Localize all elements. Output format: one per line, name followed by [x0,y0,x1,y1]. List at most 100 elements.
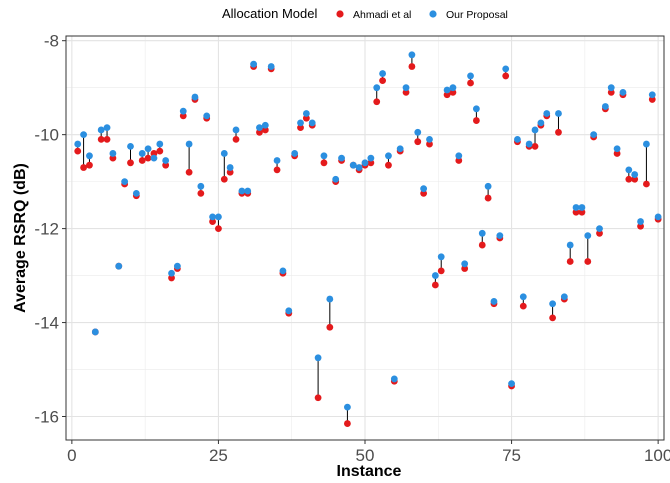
data-point-ahmadi [232,135,240,143]
data-point-ahmadi [97,135,105,143]
data-point-ahmadi [478,241,486,249]
data-point-our-proposal [555,110,562,117]
data-point-our-proposal [220,150,228,157]
data-point-ahmadi [584,258,592,265]
data-point-our-proposal [596,225,603,233]
data-point-our-proposal [132,189,140,197]
data-point-ahmadi [572,208,580,216]
data-point-our-proposal [109,150,117,157]
x-axis: 0 25 50 75 100 [67,440,670,465]
data-point-ahmadi [549,314,557,322]
data-point-our-proposal [625,166,633,174]
data-point-our-proposal [338,154,345,162]
data-point-our-proposal [578,204,586,211]
data-point-ahmadi [109,154,117,162]
y-tick-label: -14 [34,314,59,333]
data-point-our-proposal [519,293,527,301]
data-point-ahmadi [138,157,146,164]
y-tick-label: -12 [34,220,59,239]
data-point-our-proposal [455,152,463,160]
data-point-ahmadi [326,323,334,331]
data-point-our-proposal [203,112,211,120]
data-point-our-proposal [308,119,316,127]
data-point-ahmadi [320,159,328,167]
data-point-our-proposal [332,175,340,183]
data-point-our-proposal [490,298,498,305]
data-point-our-proposal [379,70,386,77]
data-point-our-proposal [250,60,258,68]
data-point-our-proposal [613,145,621,153]
data-point-our-proposal [344,403,351,411]
data-point-ahmadi [437,267,445,275]
data-point-ahmadi [443,91,451,99]
data-point-our-proposal [654,213,662,221]
data-point-our-proposal [537,119,545,127]
data-point-our-proposal [150,154,158,162]
data-point-our-proposal [173,262,181,270]
data-point-ahmadi [302,114,310,122]
data-point-our-proposal [484,182,492,190]
legend-label-our-proposal: Our Proposal [446,9,508,21]
data-point-our-proposal [232,126,240,134]
legend-marker-ahmadi [336,10,344,18]
data-point-ahmadi [261,126,269,134]
data-point-ahmadi [209,218,216,225]
data-point-our-proposal [508,380,515,388]
data-point-ahmadi [74,147,82,155]
data-point-our-proposal [502,65,510,73]
data-point-our-proposal [390,375,398,383]
data-point-our-proposal [191,93,199,101]
data-point-ahmadi [431,281,439,289]
data-point-ahmadi [467,79,474,87]
data-point-ahmadi [484,194,492,202]
data-point-ahmadi [613,150,621,157]
data-point-our-proposal [572,204,580,211]
data-point-our-proposal [121,178,129,186]
legend-label-ahmadi: Ahmadi et al [353,9,411,21]
data-point-our-proposal [619,88,627,96]
y-tick-label: -10 [34,126,59,145]
data-point-our-proposal [402,84,410,92]
data-point-our-proposal [584,232,592,240]
data-point-our-proposal [238,187,246,195]
data-point-ahmadi [426,140,433,148]
data-point-ahmadi [256,128,263,136]
x-axis-title: Instance [337,463,402,480]
data-point-ahmadi [197,189,205,197]
y-axis: -16 -14 -12 -10 -8 [34,32,66,427]
data-point-ahmadi [578,208,586,216]
data-point-our-proposal [373,84,381,92]
data-point-ahmadi [226,168,234,176]
data-point-ahmadi [596,229,603,237]
data-point-ahmadi [220,175,228,183]
data-point-our-proposal [648,91,656,99]
data-point-our-proposal [320,152,328,160]
data-point-our-proposal [314,354,322,362]
data-point-our-proposal [244,187,252,195]
data-point-ahmadi [566,258,574,265]
data-point-our-proposal [103,124,111,132]
legend-marker-our-proposal [429,10,437,18]
data-point-ahmadi [402,88,410,96]
data-point-ahmadi [555,128,562,136]
data-point-our-proposal [566,241,574,249]
data-point-our-proposal [297,119,304,127]
data-point-our-proposal [431,272,439,279]
data-point-ahmadi [156,147,164,155]
data-point-ahmadi [150,150,158,157]
data-point-ahmadi [168,274,175,282]
data-point-our-proposal [279,267,287,275]
data-point-ahmadi [607,88,615,96]
data-point-ahmadi [144,154,152,162]
x-tick-label: 75 [502,446,521,465]
data-point-ahmadi [531,142,539,150]
data-point-our-proposal [273,157,281,164]
data-point-our-proposal [80,131,87,139]
data-point-ahmadi [179,112,187,120]
data-point-our-proposal [560,293,568,301]
data-point-ahmadi [408,63,416,70]
y-tick-label: -8 [44,32,59,51]
legend: Allocation Model Ahmadi et al Our Propos… [222,6,508,21]
y-axis-title: Average RSRQ (dB) [12,163,29,313]
